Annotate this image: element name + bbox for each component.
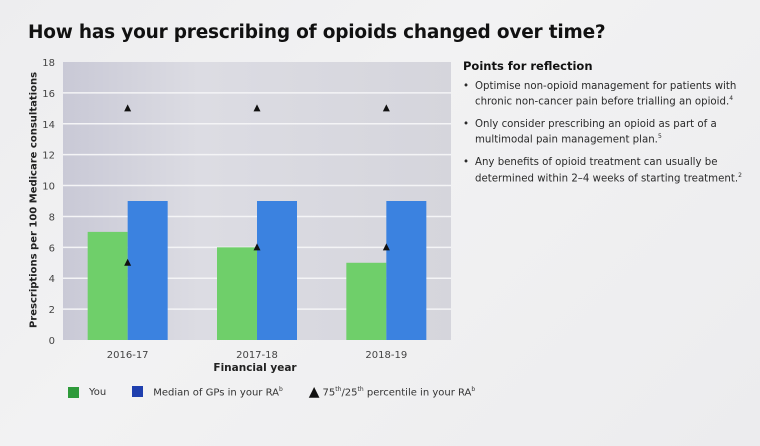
reflection-item: Any benefits of opioid treatment can usu… [463,157,743,185]
y-tick-label: 4 [49,274,55,285]
reflection-item: Optimise non-opioid management for patie… [463,81,743,109]
marker-p25 [382,243,390,251]
bar-median [386,201,427,340]
legend-label-you: You [89,386,107,398]
marker-p25 [124,258,132,266]
x-tick-label: 2017-18 [236,350,278,361]
bar-median [127,201,168,340]
legend-item-percentile: ▲ 75th/25th percentile in your RAb [309,385,475,399]
y-tick-label: 8 [49,212,55,223]
bar-you [217,247,257,340]
x-tick-label: 2018-19 [365,350,407,361]
reflection-item: Only consider prescribing an opioid as p… [463,119,743,147]
legend-label-percentile: 75th/25th percentile in your RAb [322,385,476,399]
marker-p25 [253,243,261,251]
y-tick-label: 0 [49,336,55,347]
chart-legend: You Median of GPs in your RAb ▲ 75th/25t… [68,385,501,399]
y-tick-label: 10 [42,182,55,193]
y-tick-label: 16 [42,89,55,100]
marker-p75 [124,104,132,112]
reflection-panel: Points for reflection Optimise non-opioi… [463,60,743,196]
y-axis-label: Prescriptions per 100 Medicare consultat… [28,71,40,329]
x-tick-label: 2016-17 [107,350,149,361]
x-axis-label: Financial year [213,362,297,374]
reflection-list: Optimise non-opioid management for patie… [463,81,743,186]
marker-p75 [253,104,261,112]
legend-item-median: Median of GPs in your RAb [132,386,283,398]
panel-heading: Points for reflection [463,59,593,73]
marker-p75 [382,104,390,112]
y-tick-label: 2 [49,305,55,316]
legend-swatch-you [68,386,79,398]
legend-swatch-median [132,386,144,398]
legend-label-median: Median of GPs in your RAb [153,385,283,399]
bar-you [346,262,387,340]
y-tick-label: 6 [49,243,55,254]
legend-item-you: You [68,386,107,398]
triangle-icon: ▲ [308,384,320,400]
bar-you [87,231,128,340]
bar-median [257,201,297,340]
y-tick-label: 18 [42,58,55,69]
page-title: How has your prescribing of opioids chan… [28,22,606,43]
y-tick-label: 12 [42,151,55,162]
y-tick-label: 14 [42,120,55,131]
